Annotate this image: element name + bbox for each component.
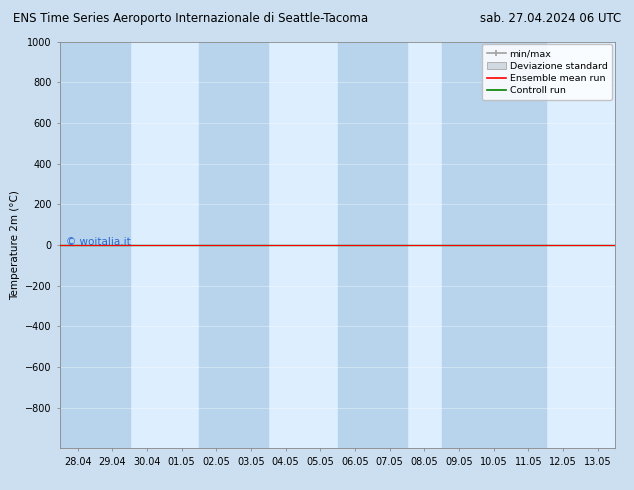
Text: sab. 27.04.2024 06 UTC: sab. 27.04.2024 06 UTC <box>480 12 621 25</box>
Bar <box>60 42 129 448</box>
Text: ENS Time Series Aeroporto Internazionale di Seattle-Tacoma: ENS Time Series Aeroporto Internazionale… <box>13 12 368 25</box>
Bar <box>337 42 407 448</box>
Text: © woitalia.it: © woitalia.it <box>66 237 131 247</box>
Legend: min/max, Deviazione standard, Ensemble mean run, Controll run: min/max, Deviazione standard, Ensemble m… <box>482 45 612 100</box>
Bar <box>199 42 268 448</box>
Y-axis label: Temperature 2m (°C): Temperature 2m (°C) <box>10 190 20 300</box>
Bar <box>442 42 546 448</box>
